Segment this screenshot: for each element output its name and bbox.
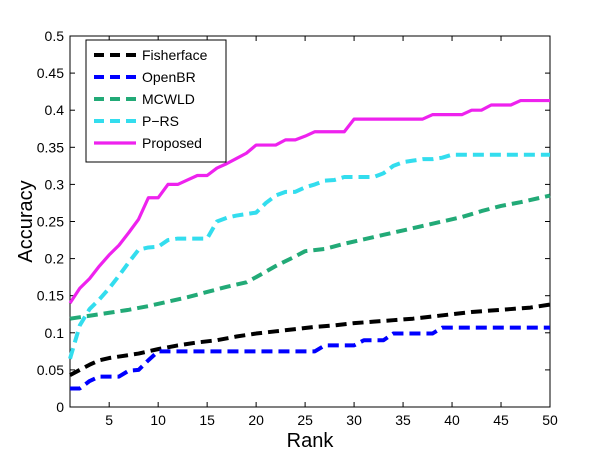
y-tick-label: 0.45	[37, 65, 64, 81]
x-tick-label: 10	[150, 412, 166, 428]
x-tick-label: 35	[395, 412, 411, 428]
series-line-p-rs	[68, 152, 550, 360]
y-tick-label: 0.2	[45, 251, 65, 267]
x-tick-label: 50	[542, 412, 558, 428]
legend-label-proposed: Proposed	[142, 135, 202, 151]
x-tick-label: 40	[444, 412, 460, 428]
legend-label-openbr: OpenBR	[142, 69, 196, 85]
legend-label-p-rs: P−RS	[142, 113, 179, 129]
y-tick-label: 0.35	[37, 139, 64, 155]
legend-label-mcwld: MCWLD	[142, 91, 195, 107]
y-tick-label: 0.25	[37, 214, 64, 230]
legend: Fisherface OpenBR MCWLD P−RS Proposed	[85, 39, 227, 163]
y-axis-title: Accuracy	[15, 180, 37, 262]
x-tick-label: 20	[248, 412, 264, 428]
y-tick-label: 0.05	[37, 362, 64, 378]
axis-ticks: 5 10 15 20 25 30 35 40 45 50 0 0.05 0.1 0.15 0.2 0.25 0.…	[37, 28, 558, 428]
series-line-mcwld	[69, 193, 551, 321]
series-line-openbr	[70, 325, 550, 391]
y-tick-label: 0.4	[45, 102, 65, 118]
series-line-proposed	[68, 98, 550, 305]
x-axis-title: Rank	[287, 430, 335, 452]
y-tick-label: 0.5	[45, 28, 65, 44]
x-tick-label: 45	[493, 412, 509, 428]
y-tick-label: 0	[56, 399, 64, 415]
x-tick-label: 30	[346, 412, 362, 428]
y-tick-label: 0.1	[45, 325, 65, 341]
x-tick-label: 25	[297, 412, 313, 428]
x-tick-label: 15	[199, 412, 215, 428]
legend-label-fisherface: Fisherface	[142, 47, 208, 63]
series-line-fisherface	[69, 302, 551, 377]
y-tick-label: 0.15	[37, 288, 64, 304]
y-tick-label: 0.3	[45, 176, 65, 192]
series-layer	[68, 98, 551, 391]
x-tick-label: 5	[105, 412, 113, 428]
